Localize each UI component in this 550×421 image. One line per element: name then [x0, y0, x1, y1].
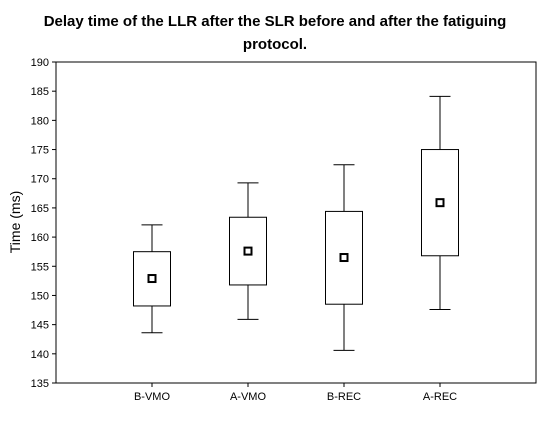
y-axis-ticks: 135 140 145 150 155 160 165 170 175 180 185 190	[31, 57, 56, 390]
y-tick-label: 175	[31, 145, 49, 157]
y-tick-label: 180	[31, 115, 49, 127]
y-tick-label: 145	[31, 320, 49, 332]
x-tick-label: A-VMO	[230, 391, 267, 403]
mean-marker	[147, 274, 157, 284]
y-tick-label: 170	[31, 174, 49, 186]
y-tick-label: 185	[31, 86, 49, 98]
x-tick-label: A-REC	[423, 391, 457, 403]
y-tick-label: 140	[31, 349, 49, 361]
chart-title-line-1: Delay time of the LLR after the SLR befo…	[43, 13, 507, 30]
chart-title: Delay time of the LLR after the SLR befo…	[0, 10, 550, 56]
boxes-group	[133, 95, 459, 351]
plot-frame	[55, 61, 537, 384]
y-tick-label: 155	[31, 261, 49, 273]
y-tick-label: 160	[31, 232, 49, 244]
box-b-vmo	[133, 224, 171, 334]
x-tick-label: B-REC	[327, 391, 361, 403]
chart-title-line-2: protocol.	[242, 36, 308, 53]
box-b-rec	[325, 164, 363, 351]
x-axis-ticks: B-VMO A-VMO B-REC A-REC	[134, 383, 457, 403]
box-a-rec	[421, 95, 459, 310]
mean-marker	[243, 246, 253, 256]
x-tick-label: B-VMO	[134, 391, 171, 403]
y-axis-label: Time (ms)	[7, 191, 23, 253]
y-tick-label: 165	[31, 203, 49, 215]
mean-marker	[435, 198, 445, 208]
y-tick-label: 150	[31, 290, 49, 302]
box-a-vmo	[229, 182, 267, 320]
y-tick-label: 135	[31, 378, 49, 390]
mean-marker	[339, 253, 349, 263]
y-tick-label: 190	[31, 57, 49, 69]
